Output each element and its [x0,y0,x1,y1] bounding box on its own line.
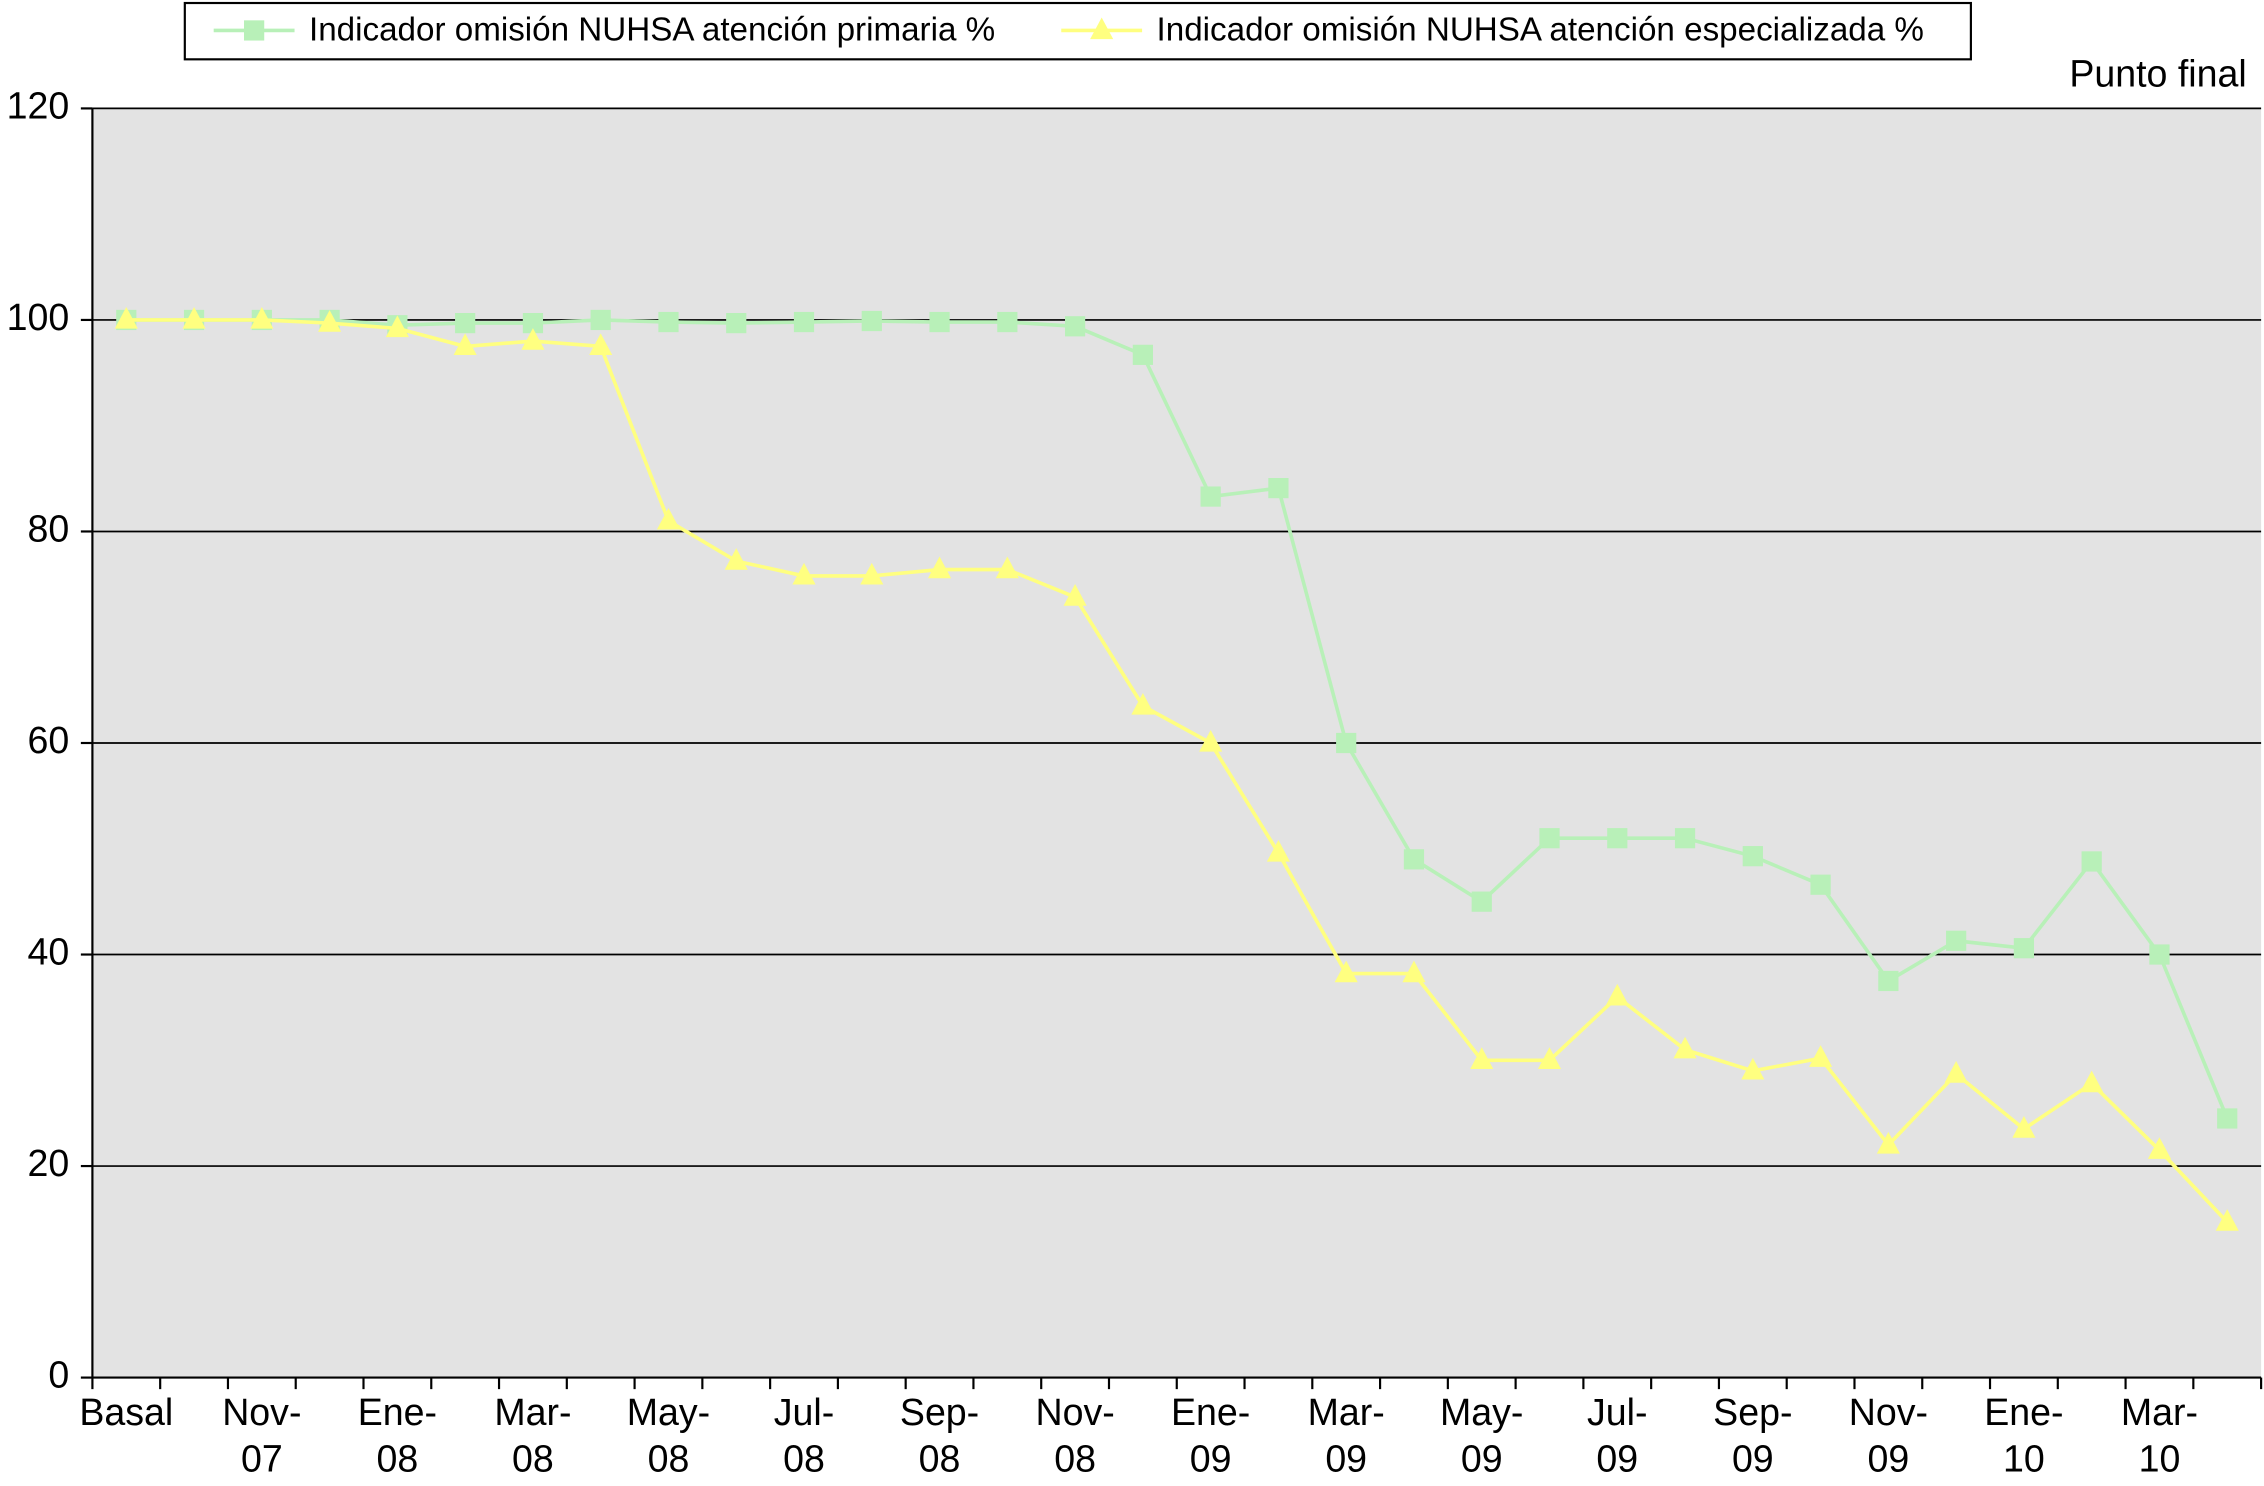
marker [1944,1061,1968,1083]
marker [522,313,544,334]
y-tick-label: 80 [28,507,70,549]
marker [2012,1116,2036,1138]
marker [1809,1045,1833,1067]
marker [726,313,747,334]
y-tick-label: 20 [28,1142,70,1184]
marker [860,562,884,585]
marker [1063,584,1087,606]
x-tick-label: Jul-09 [1587,1391,1647,1479]
marker [793,311,815,333]
marker [1878,970,1899,992]
x-tick-label: Mar-08 [494,1391,571,1479]
marker [928,556,952,579]
marker [792,562,816,585]
marker [114,306,138,329]
marker [1064,316,1086,337]
marker [2147,1137,2172,1159]
x-tick-label: Sep-09 [1713,1391,1792,1479]
x-tick-label: Nov-09 [1849,1391,1928,1479]
marker [182,306,206,329]
x-tick-label: Nov-07 [222,1391,301,1479]
marker [453,333,477,356]
marker [1742,846,1763,867]
x-tick-label: Jul-08 [774,1391,834,1479]
series-line [126,318,2229,1120]
y-tick-label: 40 [28,930,70,972]
marker [1607,828,1628,849]
marker [724,548,748,570]
marker [318,310,342,332]
marker [1132,344,1153,365]
marker [2215,1209,2239,1231]
legend-label: Indicador omisión NUHSA atención especia… [1157,12,1924,49]
marker [2013,938,2035,959]
legend-label: Indicador omisión NUHSA atención primari… [309,12,995,49]
marker [2149,944,2170,965]
marker [1810,874,1831,895]
x-tick-label: Basal [79,1391,173,1433]
y-tick-label: 0 [48,1354,69,1396]
marker [1876,1131,1900,1154]
marker [2081,851,2102,872]
x-tick-label: May-08 [627,1391,710,1479]
marker [656,507,681,530]
marker [2080,1070,2104,1093]
marker [997,311,1018,333]
marker [861,310,882,332]
marker [455,313,476,334]
x-tick-label: Ene-09 [1171,1391,1250,1479]
marker [590,309,611,331]
marker [1741,1057,1765,1080]
marker [1470,1047,1494,1069]
marker [1402,960,1426,983]
marker [658,311,679,333]
marker [1334,960,1358,983]
marker [1673,1036,1697,1059]
marker [1131,692,1155,715]
marker [250,306,274,329]
x-tick-label: May-09 [1440,1391,1523,1479]
y-tick-label: 100 [7,296,70,338]
marker [1268,478,1289,499]
marker [1336,732,1357,754]
marker [1403,849,1425,870]
marker [1946,930,1967,951]
x-tick-label: Nov-08 [1035,1391,1114,1479]
marker [1266,839,1290,862]
x-tick-label: Ene-08 [358,1391,437,1479]
marker [1199,730,1223,752]
marker [385,315,409,338]
marker [1674,828,1696,849]
y-tick-label: 60 [28,719,70,761]
x-tick-label: Mar-10 [2121,1391,2198,1479]
marker [995,556,1019,579]
marker [1090,17,1114,40]
marker [1471,891,1492,912]
marker [1537,1047,1562,1069]
y-tick-label: 120 [7,84,70,126]
marker [1200,486,1221,507]
x-tick-label: Mar-09 [1308,1391,1385,1479]
marker [1605,983,1629,1006]
series-line [126,318,2229,1224]
marker [244,20,265,41]
marker [1539,828,1560,849]
x-tick-label: Ene-10 [1984,1391,2063,1479]
annotation: Punto final [2069,53,2246,95]
marker [929,311,950,333]
marker [2217,1108,2238,1129]
x-tick-label: Sep-08 [900,1391,979,1479]
marker [589,333,613,356]
marker [521,328,545,350]
